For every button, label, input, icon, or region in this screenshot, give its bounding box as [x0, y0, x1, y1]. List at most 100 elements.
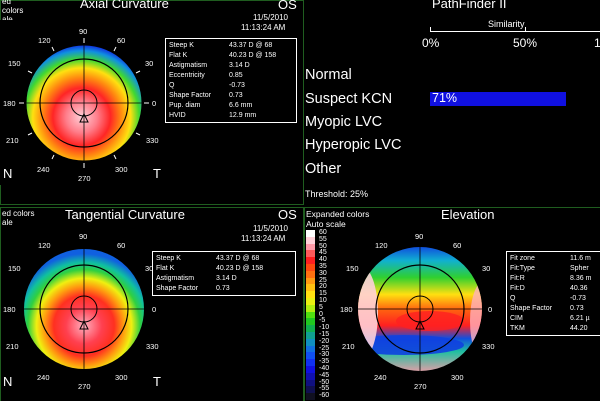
elevation-angle-210: 210: [342, 342, 355, 351]
axial-angle-120: 120: [38, 36, 51, 45]
elevation-scale-row: 50: [306, 243, 350, 251]
elevation-scale-swatch: [306, 338, 315, 346]
elevation-scale-swatch: [306, 230, 315, 237]
pathfinder-category-list: Normal Suspect KCN Myopic LVC Hyperopic …: [305, 67, 435, 187]
elevation-scale-row: -35: [306, 358, 350, 366]
category-suspect-kcn: Suspect KCN: [305, 91, 393, 107]
suspect-kcn-bar: [430, 92, 567, 106]
tangential-angle-300: 300: [115, 373, 128, 382]
axial-date: 11/5/2010: [253, 13, 288, 22]
tangential-info-box: Steep K 43.37 D @ 68 Flat K 40.23 D @ 158 …: [152, 251, 296, 296]
tangential-nasal-label: N: [3, 374, 13, 389]
axial-angle-60: 60: [117, 36, 125, 45]
axial-eye-label: OS: [278, 0, 297, 12]
elevation-map: 90 120 60 150 30 180 0 210 330 240 300 2…: [340, 232, 495, 391]
pathfinder-tick-mark-50: [525, 27, 526, 32]
tangential-apex-marker: [79, 319, 89, 330]
pathfinder-title: PathFinder II: [432, 0, 507, 11]
pathfinder-tick-50: 50%: [513, 36, 538, 50]
elevation-scale-row: 55: [306, 235, 350, 244]
tangential-angle-0: 0: [152, 305, 156, 314]
elevation-scale-label: -35: [319, 358, 330, 366]
elevation-info-row: CIM 6.21 µ: [510, 315, 590, 322]
elevation-scale-row: -25: [306, 345, 350, 353]
axial-info-row: Pup. diam 6.6 mm: [169, 102, 253, 109]
elevation-scale-swatch: [306, 311, 315, 319]
pathfinder-similarity-label: Similarity: [488, 19, 525, 29]
elevation-scale-swatch: [306, 298, 315, 305]
tangential-angle-330: 330: [146, 342, 159, 351]
axial-nasal-label: N: [3, 166, 13, 181]
elevation-angle-90: 90: [415, 232, 423, 241]
axial-angle-150: 150: [8, 59, 21, 68]
elevation-scale-row: 35: [306, 263, 350, 271]
elevation-scale-swatch: [306, 345, 315, 353]
elevation-scale-swatch: [306, 393, 315, 400]
elevation-scale-row: 45: [306, 249, 350, 258]
tangential-angle-90: 90: [79, 232, 87, 241]
elevation-auto-scale: Auto scale: [306, 219, 346, 229]
tangential-title: Tangential Curvature: [65, 207, 185, 222]
axial-angle-0: 0: [152, 99, 156, 108]
elevation-scale-label: -20: [319, 337, 330, 345]
tangential-angle-180: 180: [3, 305, 16, 314]
elevation-info-row: TKM 44.20: [510, 325, 588, 332]
elevation-panel-frame: [304, 207, 600, 401]
elevation-info-row: Fit:R 8.36 m: [510, 275, 592, 282]
elevation-scale-label: -50: [319, 378, 330, 386]
elevation-scale-swatch: [306, 284, 315, 292]
elevation-scale-label: 15: [319, 290, 327, 298]
elevation-info-row: Fit:Type Spher: [510, 265, 589, 272]
elevation-scale-label: 10: [319, 297, 327, 304]
elevation-scale-row: -45: [306, 372, 350, 380]
category-other: Other: [305, 161, 342, 177]
elevation-angle-270: 270: [414, 382, 427, 391]
elevation-scale-swatch: [306, 264, 315, 271]
axial-info-row: Flat K 40.23 D @ 158: [169, 52, 277, 59]
elevation-scale-row: 40: [306, 256, 350, 264]
elevation-angle-150: 150: [346, 264, 359, 273]
elevation-scale-row: -20: [306, 337, 350, 346]
pathfinder-axis-line: [430, 31, 600, 32]
pathfinder-tick-0: 0%: [422, 36, 440, 50]
tangential-eye-label: OS: [278, 207, 297, 222]
elevation-angle-240: 240: [374, 373, 387, 382]
elevation-scale-row: 0: [306, 311, 350, 319]
elevation-scale-row: -5: [306, 317, 350, 326]
elevation-scale-label: 45: [319, 249, 327, 257]
elevation-scale-swatch: [306, 270, 315, 278]
suspect-kcn-bar-track: 71%: [430, 91, 600, 106]
elevation-scale-row: 60: [306, 229, 350, 237]
axial-angle-240: 240: [37, 165, 50, 174]
elevation-scale-label: 40: [319, 256, 327, 264]
pathfinder-tick-mark-0: [430, 27, 431, 32]
elevation-apex-marker: [415, 319, 425, 330]
elevation-scale-label: 20: [319, 283, 327, 291]
elevation-scale-swatch: [306, 359, 315, 366]
elevation-scale-label: 25: [319, 276, 327, 284]
elevation-scale-swatch: [306, 352, 315, 360]
suspect-kcn-value: 71%: [432, 91, 458, 105]
elevation-scale-swatch: [306, 277, 315, 285]
tangential-map: 90 120 60 150 30 180 0 210 330 240 300 2…: [3, 232, 159, 391]
tangential-info-row: Shape Factor 0.73: [156, 285, 230, 292]
elevation-angle-300: 300: [451, 373, 464, 382]
tangential-info-row: Steep K 43.37 D @ 68: [156, 255, 260, 262]
elevation-scale-row: 30: [306, 270, 350, 278]
elevation-angle-0: 0: [488, 305, 492, 314]
elevation-scale-label: 55: [319, 235, 327, 243]
axial-temporal-label: T: [153, 166, 161, 181]
axial-angle-270: 270: [78, 174, 91, 183]
axial-info-row: HVID 12.9 mm: [169, 112, 257, 119]
tangential-angle-240: 240: [37, 373, 50, 382]
elevation-scale-swatch: [306, 386, 315, 394]
category-normal: Normal: [305, 67, 352, 83]
elevation-angle-330: 330: [482, 342, 495, 351]
elevation-scale-swatch: [306, 379, 315, 387]
pathfinder-threshold: Threshold: 25%: [305, 189, 369, 199]
axial-info-row: Shape Factor 0.73: [169, 92, 243, 99]
elevation-scale-label: 5: [319, 303, 323, 311]
elevation-scale-swatch: [306, 236, 315, 244]
axial-angle-90: 90: [79, 27, 87, 36]
axial-time: 11:13:24 AM: [241, 23, 286, 32]
